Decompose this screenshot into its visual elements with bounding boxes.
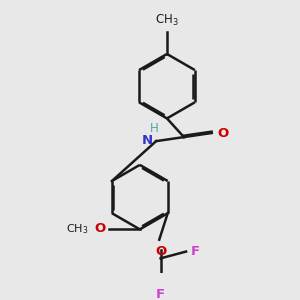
Text: F: F (156, 288, 165, 300)
Text: H: H (150, 122, 159, 135)
Text: F: F (191, 245, 200, 258)
Text: O: O (94, 222, 105, 235)
Text: CH$_3$: CH$_3$ (66, 222, 88, 236)
Text: O: O (218, 127, 229, 140)
Text: CH$_3$: CH$_3$ (155, 13, 179, 28)
Text: O: O (155, 245, 166, 258)
Text: N: N (142, 134, 153, 147)
